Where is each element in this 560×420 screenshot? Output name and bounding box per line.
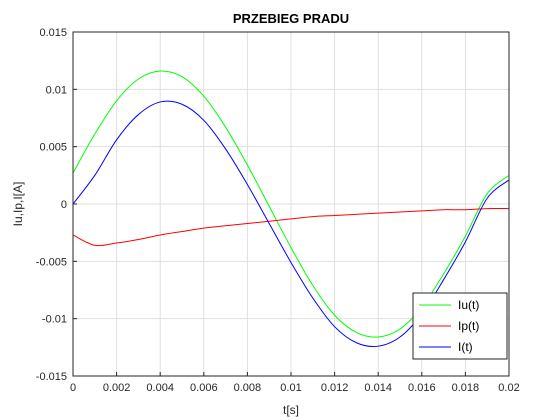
y-tick-label: 0.005 (39, 142, 67, 154)
x-tick-label: 0.012 (321, 382, 349, 394)
x-tick-label: 0.014 (364, 382, 392, 394)
legend-label-2: Ip(t) (458, 319, 479, 333)
x-tick-label: 0.006 (190, 382, 218, 394)
legend: Iu(t) Ip(t) I(t) (412, 292, 508, 360)
series-line-2 (72, 208, 510, 247)
y-axis-label: Iu,Ip,I[A] (11, 182, 25, 227)
y-tick-label: 0.015 (39, 27, 67, 39)
y-tick-label: -0.015 (36, 371, 67, 383)
x-tick-label: 0 (70, 382, 76, 394)
y-tick-label: 0.01 (46, 84, 67, 96)
x-tick-label: 0.008 (234, 382, 262, 394)
y-tick-label: 0 (61, 199, 67, 211)
legend-label-1: Iu(t) (458, 298, 479, 312)
chart-title: PRZEBIEG PRADU (233, 11, 349, 26)
legend-label-3: I(t) (458, 340, 473, 354)
y-tick-label: -0.01 (42, 314, 67, 326)
series-line-3 (72, 100, 510, 348)
x-tick-label: 0.018 (452, 382, 480, 394)
x-tick-label: 0.002 (103, 382, 131, 394)
series-layer (72, 70, 510, 348)
x-tick-label: 0.004 (146, 382, 174, 394)
x-tick-label: 0.02 (498, 382, 519, 394)
x-axis-label: t[s] (283, 403, 299, 417)
tick-layer: 0 0.002 0.004 0.006 0.008 0.01 0.012 0.014 0.016… (36, 27, 520, 394)
series-line-1 (72, 70, 510, 338)
x-tick-label: 0.01 (280, 382, 301, 394)
x-tick-label: 0.016 (408, 382, 436, 394)
y-tick-label: -0.005 (36, 256, 67, 268)
